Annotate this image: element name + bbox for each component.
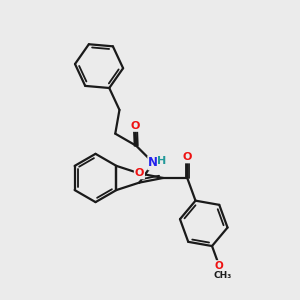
Text: O: O <box>131 121 140 131</box>
Text: H: H <box>158 156 167 166</box>
Text: CH₃: CH₃ <box>214 271 232 280</box>
Text: O: O <box>183 152 192 162</box>
Text: O: O <box>135 168 144 178</box>
Text: O: O <box>215 261 224 271</box>
Text: N: N <box>148 156 158 169</box>
